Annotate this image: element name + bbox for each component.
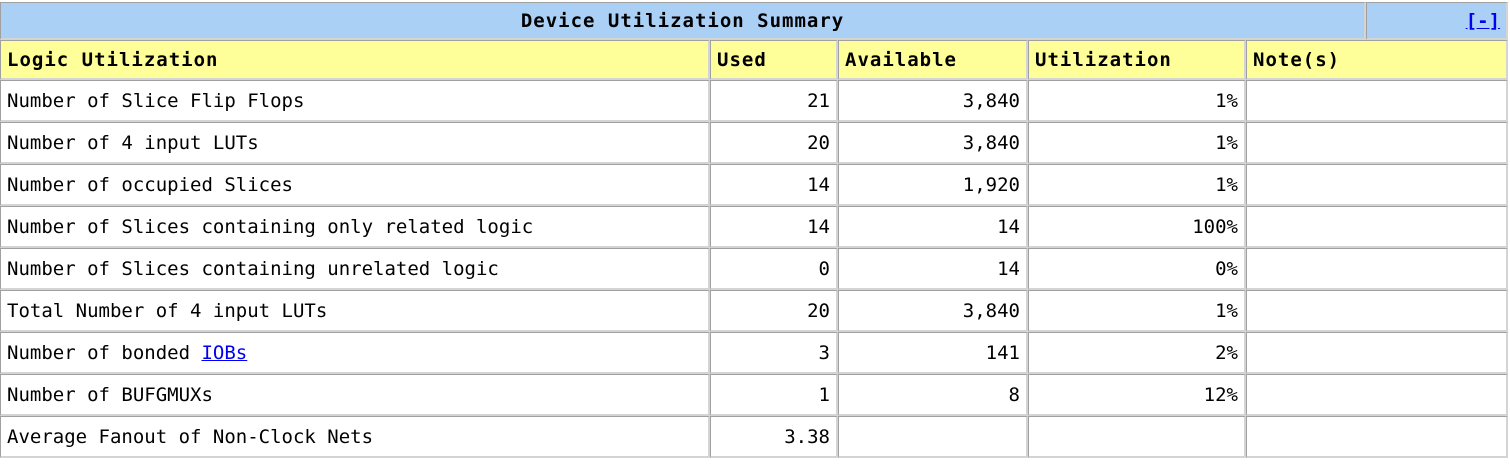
row-utilization: 1% bbox=[1028, 164, 1246, 206]
table-row: Number of BUFGMUXs 1 8 12% bbox=[0, 374, 1509, 416]
row-available: 14 bbox=[838, 248, 1028, 290]
table-title: Device Utilization Summary bbox=[0, 2, 1367, 40]
row-label: Total Number of 4 input LUTs bbox=[0, 290, 710, 332]
row-label: Average Fanout of Non-Clock Nets bbox=[0, 416, 710, 458]
iobs-link[interactable]: IOBs bbox=[201, 341, 248, 364]
row-used: 14 bbox=[710, 164, 838, 206]
table-title-row: Device Utilization Summary [-] bbox=[0, 2, 1509, 40]
row-used: 14 bbox=[710, 206, 838, 248]
row-label: Number of Slice Flip Flops bbox=[0, 80, 710, 122]
row-label: Number of Slices containing only related… bbox=[0, 206, 710, 248]
column-header-utilization: Utilization bbox=[1028, 40, 1246, 80]
table-row: Number of Slices containing unrelated lo… bbox=[0, 248, 1509, 290]
row-note bbox=[1246, 290, 1509, 332]
row-label: Number of bonded IOBs bbox=[0, 332, 710, 374]
column-header-available: Available bbox=[838, 40, 1028, 80]
row-note bbox=[1246, 122, 1509, 164]
table-header-row: Logic Utilization Used Available Utiliza… bbox=[0, 40, 1509, 80]
row-note bbox=[1246, 374, 1509, 416]
column-header-logic-utilization: Logic Utilization bbox=[0, 40, 710, 80]
row-utilization: 1% bbox=[1028, 290, 1246, 332]
row-utilization: 2% bbox=[1028, 332, 1246, 374]
row-label: Number of Slices containing unrelated lo… bbox=[0, 248, 710, 290]
row-label: Number of BUFGMUXs bbox=[0, 374, 710, 416]
column-header-notes: Note(s) bbox=[1246, 40, 1509, 80]
row-available: 14 bbox=[838, 206, 1028, 248]
table-row: Number of occupied Slices 14 1,920 1% bbox=[0, 164, 1509, 206]
row-note bbox=[1246, 80, 1509, 122]
row-available: 1,920 bbox=[838, 164, 1028, 206]
row-note bbox=[1246, 164, 1509, 206]
row-available: 8 bbox=[838, 374, 1028, 416]
row-available: 141 bbox=[838, 332, 1028, 374]
row-label: Number of 4 input LUTs bbox=[0, 122, 710, 164]
table-row: Number of 4 input LUTs 20 3,840 1% bbox=[0, 122, 1509, 164]
row-utilization: 0% bbox=[1028, 248, 1246, 290]
table-row: Total Number of 4 input LUTs 20 3,840 1% bbox=[0, 290, 1509, 332]
row-note bbox=[1246, 248, 1509, 290]
table-row: Number of bonded IOBs 3 141 2% bbox=[0, 332, 1509, 374]
row-label-prefix: Number of bonded bbox=[7, 341, 202, 364]
row-used: 0 bbox=[710, 248, 838, 290]
row-available: 3,840 bbox=[838, 80, 1028, 122]
row-utilization bbox=[1028, 416, 1246, 458]
row-used: 3 bbox=[710, 332, 838, 374]
row-label: Number of occupied Slices bbox=[0, 164, 710, 206]
table-row: Average Fanout of Non-Clock Nets 3.38 bbox=[0, 416, 1509, 458]
collapse-toggle-link[interactable]: [-] bbox=[1465, 9, 1501, 32]
row-note bbox=[1246, 206, 1509, 248]
collapse-toggle-cell: [-] bbox=[1366, 2, 1509, 40]
row-utilization: 12% bbox=[1028, 374, 1246, 416]
row-utilization: 1% bbox=[1028, 122, 1246, 164]
row-utilization: 100% bbox=[1028, 206, 1246, 248]
row-note bbox=[1246, 332, 1509, 374]
row-available bbox=[838, 416, 1028, 458]
row-note bbox=[1246, 416, 1509, 458]
column-header-used: Used bbox=[710, 40, 838, 80]
table-row: Number of Slices containing only related… bbox=[0, 206, 1509, 248]
row-available: 3,840 bbox=[838, 122, 1028, 164]
device-utilization-table: Device Utilization Summary [-] Logic Uti… bbox=[0, 2, 1509, 458]
row-available: 3,840 bbox=[838, 290, 1028, 332]
table-row: Number of Slice Flip Flops 21 3,840 1% bbox=[0, 80, 1509, 122]
row-used: 20 bbox=[710, 290, 838, 332]
row-used: 20 bbox=[710, 122, 838, 164]
row-used: 1 bbox=[710, 374, 838, 416]
row-used: 21 bbox=[710, 80, 838, 122]
row-used: 3.38 bbox=[710, 416, 838, 458]
row-utilization: 1% bbox=[1028, 80, 1246, 122]
